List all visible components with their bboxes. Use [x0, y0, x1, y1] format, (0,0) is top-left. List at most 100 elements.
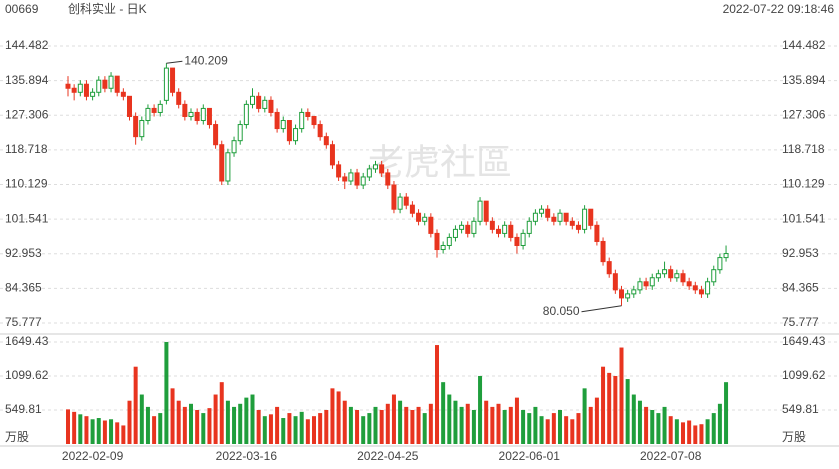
candle-body — [342, 176, 348, 182]
y-tick-label: 92.953 — [782, 246, 819, 260]
y-tick-label: 118.718 — [782, 142, 825, 156]
candle-body — [692, 285, 698, 291]
volume-bar — [613, 375, 618, 444]
candle-body — [422, 216, 428, 222]
y-tick-label: 84.365 — [782, 281, 819, 295]
volume-bar — [564, 416, 569, 444]
candle-body — [680, 273, 686, 283]
volume-bar — [164, 341, 169, 444]
candle-body — [194, 111, 200, 122]
candle-body — [662, 269, 668, 275]
volume-bar — [207, 408, 212, 444]
volume-bar — [391, 394, 396, 444]
candle-body — [139, 120, 145, 138]
volume-bar — [717, 403, 722, 444]
volume-bar — [324, 409, 329, 444]
candle-body — [557, 212, 563, 222]
volume-bar — [570, 419, 575, 444]
y-tick-label: 118.718 — [5, 142, 48, 156]
candle-body — [373, 164, 378, 170]
volume-bar — [379, 409, 384, 444]
y2-tick-label: 1649.43 — [782, 334, 826, 348]
volume-bar — [441, 382, 446, 444]
volume-unit: 万股 — [782, 430, 806, 444]
volume-bar — [250, 394, 255, 444]
candle-body — [188, 111, 194, 117]
volume-bar — [318, 413, 323, 444]
y-tick-label: 84.365 — [5, 281, 42, 295]
volume-bar — [545, 419, 550, 444]
annotation-line — [166, 60, 183, 64]
volume-bar — [644, 406, 649, 444]
candle-body — [631, 289, 637, 295]
max-annotation: 140.209 — [184, 53, 228, 67]
volume-bar — [256, 409, 261, 444]
candle-body — [157, 103, 163, 113]
volume-bar — [287, 413, 292, 444]
y-tick-label: 75.777 — [782, 315, 819, 329]
volume-bar — [631, 394, 636, 444]
volume-bar — [275, 406, 280, 444]
x-tick-label: 2022-02-09 — [62, 449, 124, 463]
candle-body — [348, 172, 354, 182]
y-tick-label: 92.953 — [5, 246, 42, 260]
volume-bar — [232, 406, 237, 444]
volume-bar — [508, 406, 513, 444]
candle-body — [127, 95, 132, 117]
candle-body — [336, 164, 342, 178]
annotation-line — [581, 305, 622, 313]
candle-body — [723, 253, 729, 259]
volume-bar — [478, 375, 483, 444]
candle-body — [434, 232, 440, 251]
candle-body — [280, 120, 286, 130]
volume-bar — [182, 406, 187, 444]
volume-bar — [662, 406, 667, 444]
volume-bar — [533, 406, 538, 444]
volume-bar — [268, 414, 273, 444]
y-tick-label: 110.129 — [782, 177, 825, 191]
volume-bar — [189, 403, 193, 444]
volume-bar — [416, 406, 421, 444]
y-tick-label: 144.482 — [5, 38, 49, 52]
volume-bar — [281, 418, 286, 444]
candle-body — [293, 128, 299, 142]
candle-body — [71, 87, 77, 93]
candle-body — [612, 273, 618, 291]
candle-body — [354, 172, 360, 186]
volume-bar — [385, 403, 390, 444]
volume-bar — [398, 400, 403, 444]
volume-bar — [724, 382, 729, 444]
candle-body — [90, 91, 96, 97]
volume-bar — [674, 419, 679, 444]
y2-tick-label: 1649.43 — [5, 334, 49, 348]
volume-bar — [656, 413, 661, 444]
candle-body — [409, 204, 415, 214]
volume-bar — [404, 406, 409, 444]
candle-body — [145, 107, 151, 122]
candle-body — [225, 152, 231, 182]
volume-bar — [102, 420, 107, 444]
volume-bar — [127, 400, 132, 444]
watermark: 老虎社區 — [368, 142, 512, 183]
volume-bar — [422, 413, 427, 444]
volume-bar — [594, 397, 599, 444]
candle-body — [200, 107, 206, 122]
volume-bar — [176, 400, 181, 444]
candle-body — [717, 257, 723, 271]
volume-bar — [582, 388, 587, 444]
candle-body — [483, 200, 489, 222]
volume-bar — [576, 413, 581, 444]
candle-body — [379, 164, 385, 174]
volume-bar — [96, 418, 101, 444]
volume-bar — [435, 345, 439, 444]
candle-body — [446, 236, 452, 246]
volume-bar — [601, 366, 606, 444]
y-tick-label: 101.541 — [5, 211, 49, 225]
candle-body — [600, 240, 606, 263]
candle-body — [698, 289, 704, 295]
y2-tick-label: 549.81 — [5, 402, 42, 416]
volume-bar — [244, 397, 249, 444]
volume-bar — [170, 388, 175, 444]
y-tick-label: 101.541 — [782, 211, 826, 225]
candle-body — [83, 83, 89, 97]
